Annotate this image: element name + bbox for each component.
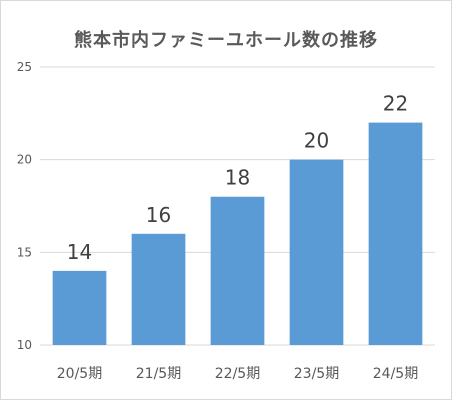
bar-20/5期 (52, 270, 107, 345)
bar-22/5期 (210, 196, 265, 345)
data-label: 22 (383, 92, 408, 116)
y-tick-label: 25 (17, 60, 32, 74)
data-label: 14 (67, 240, 92, 264)
chart-title: 熊本市内ファミーユホール数の推移 (74, 30, 378, 51)
bar-23/5期 (289, 159, 344, 345)
bar-21/5期 (131, 233, 186, 345)
x-tick-label: 22/5期 (215, 366, 260, 382)
data-label: 18 (225, 166, 250, 190)
x-tick-label: 24/5期 (373, 366, 418, 382)
x-tick-label: 20/5期 (57, 366, 102, 382)
y-tick-label: 10 (17, 338, 32, 352)
y-axis-ticks: 10 15 20 25 (17, 60, 32, 352)
x-tick-label: 21/5期 (136, 366, 181, 382)
x-axis-ticks: 20/5期 21/5期 22/5期 23/5期 24/5期 (57, 366, 418, 382)
data-labels: 14 16 18 20 22 (67, 92, 408, 264)
bars (52, 122, 423, 345)
data-label: 16 (146, 203, 171, 227)
y-tick-label: 15 (17, 245, 32, 259)
bar-24/5期 (368, 122, 423, 345)
x-tick-label: 23/5期 (294, 366, 339, 382)
y-tick-label: 20 (17, 153, 32, 167)
data-label: 20 (304, 129, 329, 153)
